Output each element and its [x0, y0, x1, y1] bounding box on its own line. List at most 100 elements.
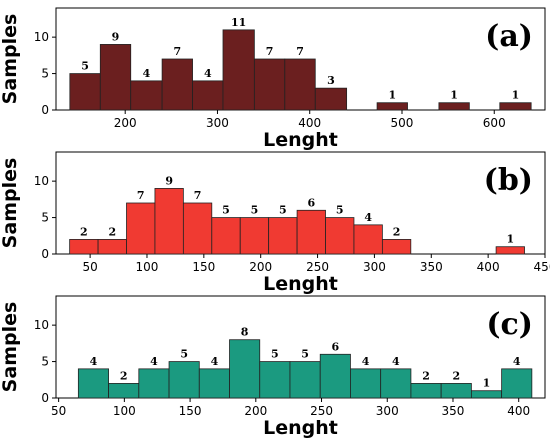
data-label: 9 [165, 174, 173, 187]
data-label: 5 [251, 204, 259, 217]
y-axis-title: Samples [0, 158, 21, 249]
x-tick-label: 200 [244, 404, 267, 418]
bar [126, 202, 156, 255]
bar [69, 73, 101, 111]
data-label: 2 [108, 225, 116, 238]
x-tick-label: 400 [477, 260, 500, 274]
data-label: 4 [392, 355, 400, 368]
data-label: 8 [241, 326, 249, 339]
data-label: 7 [296, 45, 304, 58]
data-label: 2 [452, 369, 460, 382]
x-tick-label: 100 [113, 404, 136, 418]
y-tick-label: 5 [41, 211, 49, 225]
data-label: 1 [483, 377, 491, 390]
bar [268, 217, 298, 255]
data-label: 1 [512, 89, 520, 102]
x-tick-label: 50 [82, 260, 97, 274]
data-label: 1 [388, 89, 396, 102]
x-tick-label: 50 [51, 404, 66, 418]
panel-tag: (c) [486, 307, 533, 342]
bar [192, 80, 224, 111]
x-tick-label: 400 [507, 404, 530, 418]
x-tick-label: 300 [206, 116, 229, 130]
data-label: 4 [150, 355, 158, 368]
data-label: 5 [222, 204, 230, 217]
y-tick-label: 0 [41, 247, 49, 261]
y-tick-label: 5 [41, 67, 49, 81]
bar [499, 102, 532, 111]
data-label: 4 [362, 355, 370, 368]
bar [211, 217, 241, 255]
y-tick-label: 0 [41, 103, 49, 117]
x-tick-label: 100 [136, 260, 159, 274]
bar [182, 202, 213, 255]
x-tick-label: 600 [483, 116, 506, 130]
data-label: 4 [211, 355, 219, 368]
x-tick-label: 350 [420, 260, 443, 274]
data-label: 1 [450, 89, 458, 102]
bar [229, 339, 261, 399]
data-label: 7 [137, 189, 145, 202]
data-label: 4 [90, 355, 98, 368]
data-label: 5 [271, 348, 279, 361]
panel-tag: (a) [485, 19, 533, 54]
y-axis-title: Samples [0, 14, 21, 105]
x-axis-title: Lenght [263, 273, 338, 295]
bar [138, 368, 170, 399]
bar [325, 217, 355, 255]
y-axis-title: Samples [0, 302, 21, 393]
x-tick-label: 400 [298, 116, 321, 130]
data-label: 2 [80, 225, 88, 238]
bar [222, 29, 255, 111]
bar [410, 383, 442, 399]
data-label: 4 [204, 67, 212, 80]
bar [470, 390, 503, 399]
bar [99, 44, 132, 111]
bar [77, 368, 109, 399]
data-label: 2 [422, 369, 430, 382]
bar [350, 368, 382, 399]
x-tick-label: 300 [376, 404, 399, 418]
data-label: 9 [112, 30, 120, 43]
y-tick-label: 10 [34, 174, 49, 188]
bar [376, 102, 408, 111]
panel-tag: (b) [484, 163, 533, 198]
bar [198, 368, 230, 399]
x-tick-label: 500 [391, 116, 414, 130]
bar [495, 246, 525, 255]
bar [438, 102, 470, 111]
data-label: 6 [307, 196, 315, 209]
data-label: 5 [81, 60, 89, 73]
data-label: 1 [506, 233, 514, 246]
bar [289, 361, 321, 399]
x-tick-label: 450 [534, 260, 550, 274]
bar [284, 58, 316, 111]
bar [168, 361, 200, 399]
data-label: 5 [180, 348, 188, 361]
bar [296, 209, 326, 255]
data-label: 4 [513, 355, 521, 368]
y-tick-label: 10 [34, 30, 49, 44]
bar [353, 224, 383, 255]
data-label: 6 [332, 340, 340, 353]
y-tick-label: 0 [41, 391, 49, 405]
x-tick-label: 300 [363, 260, 386, 274]
bar [440, 383, 472, 399]
x-tick-label: 200 [114, 116, 137, 130]
bar [380, 368, 412, 399]
x-tick-label: 250 [310, 404, 333, 418]
data-label: 7 [266, 45, 274, 58]
data-label: 3 [327, 74, 335, 87]
bar [69, 239, 99, 255]
data-label: 11 [231, 16, 246, 29]
y-tick-label: 5 [41, 355, 49, 369]
x-tick-label: 150 [179, 404, 202, 418]
bar [259, 361, 291, 399]
bar [253, 58, 286, 111]
bar [381, 239, 412, 255]
bar [161, 58, 193, 111]
x-tick-label: 350 [442, 404, 465, 418]
data-label: 5 [336, 204, 344, 217]
data-label: 4 [364, 211, 372, 224]
